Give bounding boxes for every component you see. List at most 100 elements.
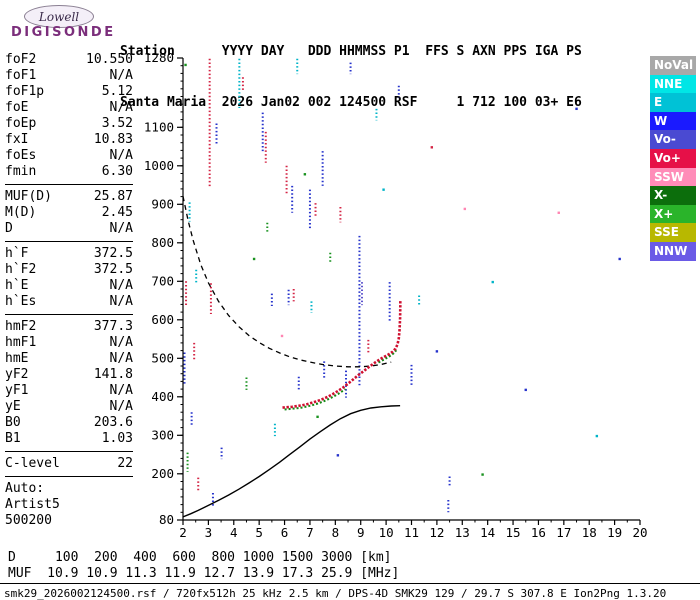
x-tick-label: 18 xyxy=(582,525,597,540)
x-tick-label: 6 xyxy=(281,525,289,540)
param-value: 25.87 xyxy=(93,189,133,204)
noise-dot xyxy=(252,257,256,261)
legend-item-x: X+ xyxy=(650,204,696,224)
param-label: foEp xyxy=(5,116,37,131)
y-tick-label: 400 xyxy=(151,389,174,404)
param-label: yF2 xyxy=(5,367,29,382)
legend-item-e: E xyxy=(650,93,696,112)
param-label: foF1p xyxy=(5,84,45,99)
x-tick-label: 17 xyxy=(556,525,571,540)
logo-oval: Lowell xyxy=(24,5,94,28)
param-C-level: C-level 22 xyxy=(5,456,133,472)
param-B1: B1 1.03 xyxy=(5,431,133,447)
param-label: h`F2 xyxy=(5,262,37,277)
x-tick-label: 14 xyxy=(480,525,495,540)
param-label: B1 xyxy=(5,431,21,446)
noise-dot xyxy=(336,454,340,457)
param-value: 203.6 xyxy=(93,415,133,430)
noise-dot xyxy=(618,257,621,261)
param-label: MUF(D) xyxy=(5,189,52,204)
param-value: N/A xyxy=(109,294,133,309)
param-value: 377.3 xyxy=(93,319,133,334)
noise-dot xyxy=(303,173,307,176)
x-mode-trace xyxy=(378,349,398,364)
legend-item-nnw: NNW xyxy=(650,241,696,261)
noise-dot xyxy=(435,350,439,353)
x-tick-label: 7 xyxy=(306,525,314,540)
param-foF1p: foF1p 5.12 xyxy=(5,84,133,100)
param-label: C-level xyxy=(5,456,60,471)
header-line-1: Station YYYY DAY DDD HHMMSS P1 FFS S AXN… xyxy=(120,44,582,59)
param-label: hmF1 xyxy=(5,335,37,350)
param-h`F: h`F 372.5 xyxy=(5,246,133,262)
param-label: yF1 xyxy=(5,383,29,398)
param-label: M(D) xyxy=(5,205,37,220)
autoscaling-info: Auto: xyxy=(5,481,45,496)
param-value: 1.03 xyxy=(101,431,133,446)
distance-row: D 100 200 400 600 800 1000 1500 3000 [km… xyxy=(8,550,392,565)
x-tick-label: 5 xyxy=(255,525,263,540)
param-hmF1: hmF1 N/A xyxy=(5,335,133,351)
noise-dot xyxy=(481,473,484,476)
y-tick-label: 600 xyxy=(151,312,174,327)
x-tick-label: 11 xyxy=(404,525,419,540)
x-tick-label: 4 xyxy=(230,525,238,540)
x-tick-label: 16 xyxy=(531,525,546,540)
param-foEs: foEs N/A xyxy=(5,148,133,164)
param-fxI: fxI 10.83 xyxy=(5,132,133,148)
param-value: N/A xyxy=(109,100,133,115)
param-h`F2: h`F2 372.5 xyxy=(5,262,133,278)
true-height-profile xyxy=(182,405,401,518)
param-label: hmE xyxy=(5,351,29,366)
y-tick-label: 300 xyxy=(151,427,174,442)
param-h`E: h`E N/A xyxy=(5,278,133,294)
y-tick-label: 500 xyxy=(151,350,174,365)
logo-product: DIGISONDE xyxy=(11,25,116,40)
header-line-2: Santa Maria 2026 Jan02 002 124500 RSF 1 … xyxy=(120,95,582,110)
legend-item-vo: Vo- xyxy=(650,130,696,149)
legend-item-x: X- xyxy=(650,186,696,205)
o-mode-trace xyxy=(282,300,402,409)
direction-legend: NoVal NNE E W Vo- Vo+ SSW X- X+ SSE NNW xyxy=(650,56,696,261)
param-value: N/A xyxy=(109,383,133,398)
muf-transmission-curve xyxy=(182,196,392,368)
x-tick-label: 13 xyxy=(455,525,470,540)
param-value: N/A xyxy=(109,335,133,350)
param-label: B0 xyxy=(5,415,21,430)
autoscaling-info: 500200 xyxy=(5,513,52,528)
param-value: 5.12 xyxy=(101,84,133,99)
param-MUF(D): MUF(D) 25.87 xyxy=(5,189,133,205)
param-divider xyxy=(5,451,133,452)
noise-dot xyxy=(463,207,467,211)
param-divider xyxy=(5,314,133,315)
param-value: N/A xyxy=(109,148,133,163)
param-label: foF1 xyxy=(5,68,37,83)
x-tick-label: 3 xyxy=(205,525,213,540)
param-hmF2: hmF2 377.3 xyxy=(5,319,133,335)
param-value: N/A xyxy=(109,278,133,293)
param-foE: foE N/A xyxy=(5,100,133,116)
noise-dot xyxy=(280,334,284,338)
param-B0: B0 203.6 xyxy=(5,415,133,431)
param-label: foE xyxy=(5,100,29,115)
param-hmE: hmE N/A xyxy=(5,351,133,367)
y-tick-label: 700 xyxy=(151,273,174,288)
param-value: N/A xyxy=(109,351,133,366)
param-label: yE xyxy=(5,399,21,414)
noise-dot xyxy=(524,388,527,392)
param-label: h`F xyxy=(5,246,29,261)
noise-dot xyxy=(316,415,319,419)
x-tick-label: 19 xyxy=(607,525,622,540)
noise-dot xyxy=(430,146,434,149)
param-label: foEs xyxy=(5,148,37,163)
x-tick-label: 12 xyxy=(429,525,444,540)
param-value: 141.8 xyxy=(93,367,133,382)
param-D: D N/A xyxy=(5,221,133,237)
footer-separator xyxy=(0,583,700,584)
param-label: hmF2 xyxy=(5,319,37,334)
param-value: 372.5 xyxy=(93,246,133,261)
param-label: D xyxy=(5,221,13,236)
param-foEp: foEp 3.52 xyxy=(5,116,133,132)
x-tick-label: 8 xyxy=(332,525,340,540)
